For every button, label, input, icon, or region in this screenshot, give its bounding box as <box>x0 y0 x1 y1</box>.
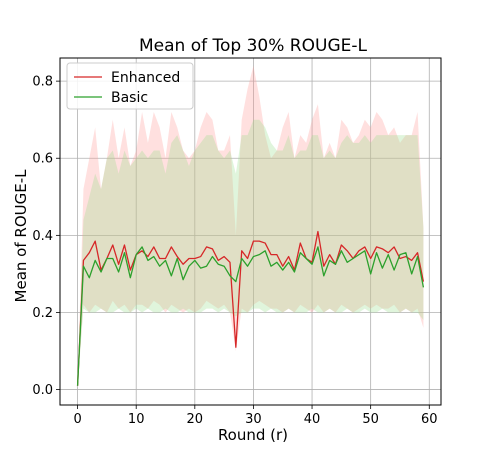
x-tick-label: 40 <box>304 412 321 427</box>
series-line-basic <box>76 246 425 386</box>
band-enhanced <box>77 65 424 386</box>
x-tick-label: 10 <box>128 412 145 427</box>
x-tick-label: 60 <box>421 412 438 427</box>
x-axis-label: Round (r) <box>218 426 288 444</box>
chart-title: Mean of Top 30% ROUGE-L <box>139 36 367 56</box>
y-tick-label: 0.4 <box>32 229 53 244</box>
series-lines <box>76 230 425 386</box>
plot-frame <box>59 57 442 406</box>
legend-label-enhanced: Enhanced <box>111 70 180 86</box>
axis-ticks: 0 10 20 30 40 50 60 0.0 0.2 0.4 0.6 0.8 <box>32 75 437 427</box>
band-basic <box>77 119 424 386</box>
y-tick-label: 0.6 <box>32 152 53 167</box>
legend: Enhanced Basic <box>66 62 194 110</box>
legend-label-basic: Basic <box>111 90 148 106</box>
y-axis-label: Mean of ROUGE-L <box>12 169 30 303</box>
x-tick-label: 0 <box>73 412 81 427</box>
x-tick-label: 20 <box>187 412 204 427</box>
y-tick-label: 0.2 <box>32 306 53 321</box>
x-tick-label: 50 <box>362 412 379 427</box>
y-tick-label: 0.0 <box>32 383 53 398</box>
x-tick-label: 30 <box>245 412 262 427</box>
confidence-bands <box>77 65 424 386</box>
y-tick-label: 0.8 <box>32 75 53 90</box>
